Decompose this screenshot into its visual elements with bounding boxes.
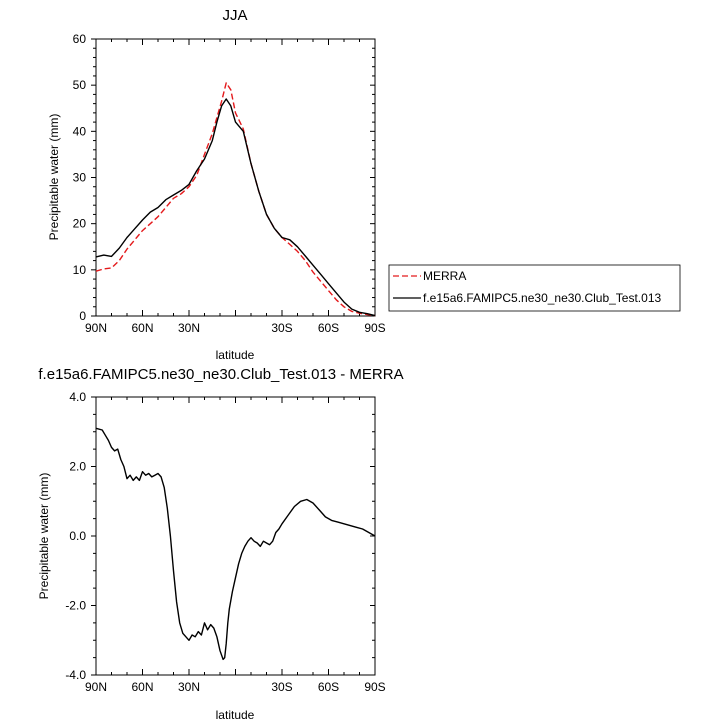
y-tick-label-top: 60	[73, 32, 87, 46]
x-tick-label-bottom: 90S	[364, 680, 385, 694]
x-tick-label-top: 90S	[364, 321, 385, 335]
y-axis-label-top: Precipitable water (mm)	[47, 114, 61, 241]
y-tick-label-top: 30	[73, 171, 87, 185]
y-axis-label-bottom: Precipitable water (mm)	[37, 473, 51, 600]
x-tick-label-top: 60S	[318, 321, 339, 335]
x-axis-label-top: latitude	[216, 348, 255, 362]
plot-frame-top	[95, 38, 376, 317]
x-tick-label-bottom: 30N	[178, 680, 200, 694]
series-line-bottom-0	[95, 427, 376, 661]
x-tick-label-top: 60N	[131, 321, 153, 335]
x-tick-label-top: 30S	[271, 321, 292, 335]
y-tick-label-top: 10	[73, 263, 87, 277]
x-tick-label-top: 30N	[178, 321, 200, 335]
y-tick-label-bottom: 2.0	[69, 460, 86, 474]
legend-box	[388, 264, 681, 312]
y-tick-label-top: 50	[73, 78, 87, 92]
y-tick-label-top: 0	[79, 309, 86, 323]
legend-label-merra: MERRA	[423, 269, 466, 283]
y-tick-label-top: 20	[73, 217, 87, 231]
y-tick-label-bottom: 4.0	[69, 390, 86, 404]
series-line-top-1	[95, 98, 376, 317]
x-tick-label-bottom: 90N	[85, 680, 107, 694]
panel-bottom-difference: f.e15a6.FAMIPC5.ne30_ne30.Club_Test.013 …	[37, 366, 404, 722]
series-line-top-0	[95, 82, 376, 317]
chart-title-top: JJA	[222, 7, 247, 24]
legend: MERRA f.e15a6.FAMIPC5.ne30_ne30.Club_Tes…	[388, 264, 681, 312]
legend-label-model: f.e15a6.FAMIPC5.ne30_ne30.Club_Test.013	[423, 291, 661, 305]
plot-frame-bottom	[95, 396, 376, 676]
x-tick-label-top: 90N	[85, 321, 107, 335]
y-tick-label-top: 40	[73, 124, 87, 138]
x-tick-label-bottom: 60N	[131, 680, 153, 694]
x-tick-label-bottom: 60S	[318, 680, 339, 694]
y-tick-label-bottom: -2.0	[65, 599, 86, 613]
chart-title-bottom: f.e15a6.FAMIPC5.ne30_ne30.Club_Test.013 …	[38, 366, 403, 383]
y-tick-label-bottom: -4.0	[65, 668, 86, 682]
x-tick-label-bottom: 30S	[271, 680, 292, 694]
x-axis-label-bottom: latitude	[216, 708, 255, 722]
y-tick-label-bottom: 0.0	[69, 529, 86, 543]
panel-top-jja: JJA latitude Precipitable water (mm) 90N…	[47, 7, 386, 362]
